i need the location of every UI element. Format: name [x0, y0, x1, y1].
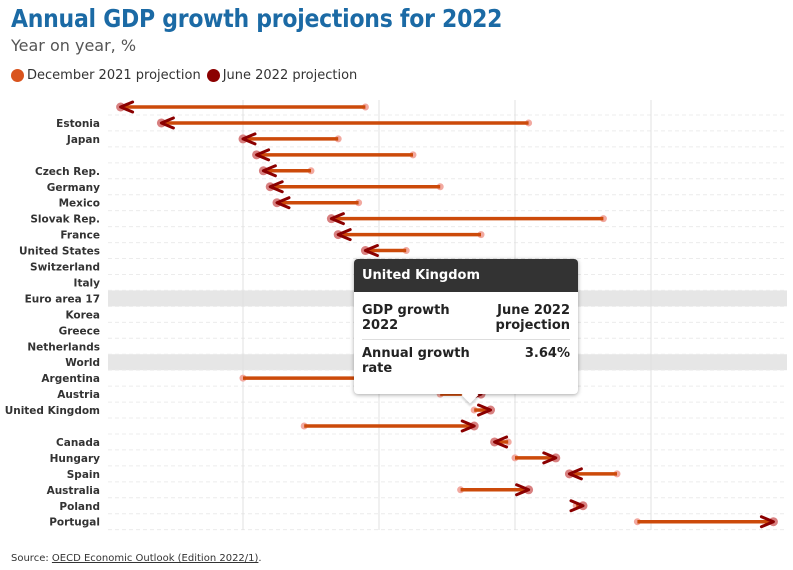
category-label: Portugal [49, 517, 100, 529]
category-label: Euro area 17 [25, 293, 100, 305]
tooltip-title: United Kingdom [354, 259, 578, 292]
legend-dot-december-icon [11, 69, 24, 82]
arrowhead [515, 483, 531, 497]
arrowhead [363, 244, 379, 258]
category-label: Switzerland [30, 262, 100, 274]
arrowhead [567, 467, 583, 481]
arrowhead [241, 132, 257, 146]
category-label: Austria [57, 389, 100, 401]
category-label: Czech Rep. [35, 166, 100, 178]
category-label: France [60, 230, 100, 242]
category-label: Korea [65, 309, 100, 321]
arrowhead [493, 435, 509, 449]
tooltip-row-value: 3.64% [524, 346, 570, 361]
arrowhead [477, 403, 493, 417]
tooltip-divider [362, 339, 570, 340]
category-label: Hungary [50, 453, 101, 465]
tooltip-col2-header: June 2022 projection [495, 303, 570, 333]
source-prefix: Source: [11, 553, 52, 564]
category-label: Australia [47, 485, 100, 497]
category-label: World [65, 357, 100, 369]
category-label: United States [19, 246, 100, 258]
legend-item-june[interactable]: June 2022 projection [206, 68, 358, 83]
arrowhead [336, 228, 352, 242]
arrowhead [268, 180, 284, 194]
category-label: Netherlands [27, 341, 100, 353]
arrowhead [759, 515, 775, 529]
legend-dot-june-icon [206, 69, 220, 82]
category-label: Canada [56, 437, 100, 449]
category-label: Germany [47, 182, 100, 194]
category-label: Estonia [56, 118, 100, 130]
tooltip-col1-header: GDP growth 2022 [362, 303, 450, 333]
arrowhead [329, 212, 345, 226]
arrowhead [261, 164, 277, 178]
tooltip: United Kingdom GDP growth 2022 June 2022… [354, 259, 578, 404]
legend-label-june: June 2022 projection [222, 68, 358, 83]
category-label: Argentina [41, 373, 100, 385]
category-label: Mexico [59, 198, 100, 210]
category-label: Poland [59, 501, 100, 513]
legend: December 2021 projection June 2022 proje… [11, 68, 363, 83]
arrowhead [255, 148, 271, 162]
arrowhead [275, 196, 291, 210]
chart-title: Annual GDP growth projections for 2022 [11, 4, 503, 33]
legend-item-december[interactable]: December 2021 projection [11, 68, 201, 83]
chart-subtitle: Year on year, % [11, 36, 137, 55]
source-link[interactable]: OECD Economic Outlook (Edition 2022/1) [51, 553, 259, 564]
legend-label-december: December 2021 projection [27, 68, 201, 83]
category-label: Japan [66, 134, 100, 146]
arrowhead [119, 100, 135, 114]
tooltip-row-label: Annual growth rate [362, 346, 470, 376]
arrowhead [569, 499, 585, 513]
category-label: Greece [59, 325, 100, 337]
category-label: United Kingdom [5, 405, 100, 417]
arrowhead [159, 116, 175, 130]
arrowhead [460, 419, 476, 433]
category-label: Spain [67, 469, 100, 481]
source-note: Source: OECD Economic Outlook (Edition 2… [11, 553, 262, 564]
arrowhead [542, 451, 558, 465]
category-label: Italy [74, 277, 101, 289]
category-label: Slovak Rep. [30, 214, 100, 226]
source-suffix: . [258, 553, 262, 564]
